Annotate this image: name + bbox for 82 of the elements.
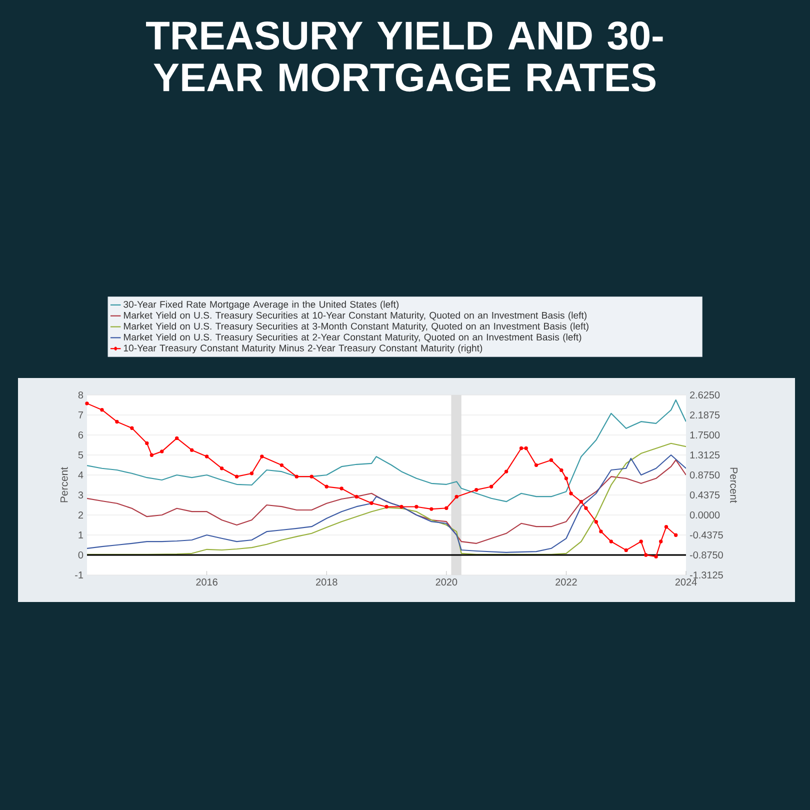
- point: [674, 533, 678, 537]
- chart-title: TREASURY YIELD AND 30-YEAR MORTGAGE RATES: [146, 22, 663, 92]
- point: [430, 507, 434, 511]
- point: [340, 486, 344, 490]
- point: [569, 492, 573, 496]
- y-tick-label: 2: [78, 512, 83, 518]
- y-tick-label: 6: [78, 431, 84, 439]
- point: [414, 504, 418, 509]
- point: [560, 468, 564, 472]
- legend-label: Market Yield on U.S. Treasury Securities at 10-Year Constant Maturity, Quoted on an Investment Basis (left): [124, 312, 586, 321]
- point: [474, 488, 478, 492]
- y2-tick-label: -0.4375: [690, 531, 723, 539]
- point: [524, 446, 528, 450]
- point: [294, 474, 299, 478]
- y2-tick-label: 1.7500: [690, 431, 720, 439]
- y-tick-label: 0: [78, 551, 84, 559]
- point: [579, 500, 584, 504]
- point: [639, 540, 643, 544]
- point: [115, 420, 119, 424]
- point: [220, 466, 224, 470]
- point: [599, 530, 603, 534]
- point: [145, 441, 149, 446]
- y-tick-label: 3: [78, 491, 84, 499]
- y-axis-title: Percent: [60, 467, 68, 502]
- y-tick-label: 8: [78, 391, 84, 399]
- point: [250, 472, 254, 476]
- point: [324, 484, 328, 488]
- point: [190, 448, 194, 452]
- point: [584, 506, 588, 510]
- legend-label: Market Yield on U.S. Treasury Securities at 2-Year Constant Maturity, Quoted on an Investment Basis (left): [124, 333, 582, 342]
- y2-tick-label: 1.3125: [690, 451, 720, 459]
- point: [489, 484, 494, 488]
- point: [594, 520, 598, 524]
- point: [280, 463, 284, 468]
- point: [85, 402, 89, 406]
- point: [400, 504, 404, 509]
- point: [100, 408, 104, 412]
- y2-tick-label: 2.6250: [690, 391, 720, 399]
- point: [160, 450, 164, 454]
- x-tick-label: 2024: [675, 578, 697, 586]
- point: [354, 494, 358, 499]
- point: [175, 436, 179, 440]
- y2-tick-label: -0.8750: [690, 551, 723, 559]
- y2-tick-label: 0.0000: [690, 511, 720, 519]
- point: [644, 553, 648, 557]
- y2-axis-title: Percent: [730, 468, 738, 503]
- y2-tick-label: -1.3125: [690, 571, 723, 579]
- y-tick-label: -1: [75, 572, 84, 578]
- point: [150, 453, 154, 457]
- y-tick-label: 5: [78, 452, 84, 458]
- legend-label: 30-Year Fixed Rate Mortgage Average in the United States (left): [124, 300, 399, 310]
- x-tick-label: 2022: [556, 578, 577, 586]
- point: [659, 540, 663, 544]
- point: [234, 474, 239, 478]
- point: [204, 454, 209, 458]
- legend-label: Market Yield on U.S. Treasury Securities at 3-Month Constant Maturity, Quoted on an Investment Basis (left): [124, 322, 588, 332]
- point: [130, 426, 134, 430]
- y-tick-label: 1: [78, 532, 84, 538]
- point: [664, 525, 668, 529]
- x-tick-label: 2020: [436, 578, 458, 586]
- point: [549, 458, 554, 462]
- point: [609, 540, 613, 544]
- point: [454, 494, 458, 499]
- point: [370, 501, 374, 505]
- x-tick-label: 2016: [196, 578, 218, 586]
- y-tick-label: 7: [78, 412, 83, 418]
- point: [564, 476, 568, 480]
- y-tick-label: 4: [78, 472, 84, 478]
- point: [310, 474, 314, 478]
- y2-tick-label: 2.1875: [690, 411, 720, 419]
- legend-label: 10-Year Treasury Constant Maturity Minus 2-Year Treasury Constant Maturity (right): [124, 344, 482, 354]
- point: [260, 454, 264, 458]
- point: [519, 446, 524, 450]
- y2-tick-label: 0.4375: [690, 491, 720, 499]
- point: [444, 506, 448, 510]
- x-tick-label: 2018: [316, 578, 338, 586]
- y2-tick-label: 0.8750: [690, 471, 720, 479]
- point: [654, 554, 658, 558]
- point: [504, 470, 508, 474]
- point: [384, 504, 388, 509]
- point: [534, 463, 538, 468]
- point: [624, 548, 628, 552]
